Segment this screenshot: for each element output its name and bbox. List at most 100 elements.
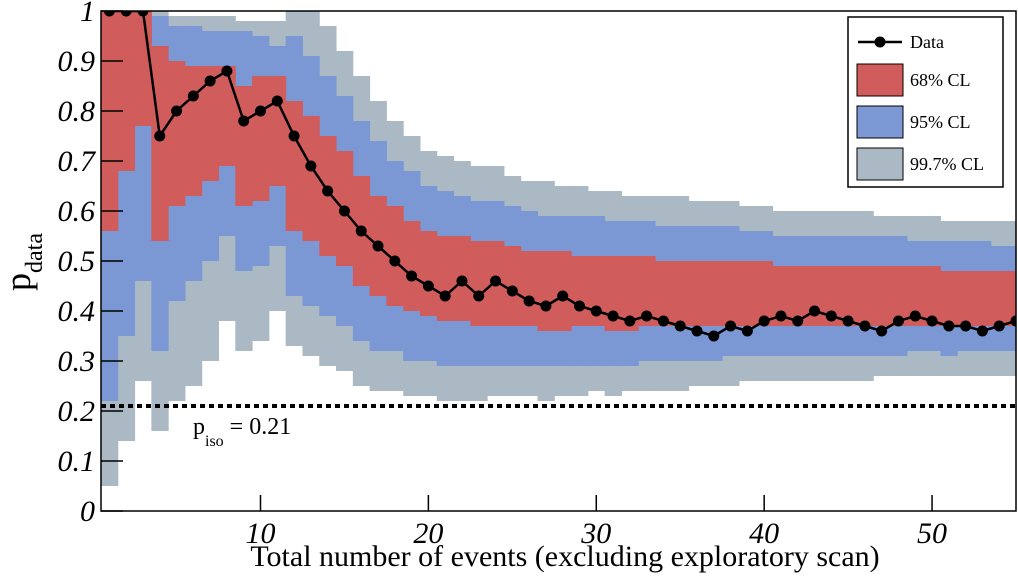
data-point	[859, 320, 871, 332]
data-point	[288, 130, 300, 142]
x-tick-label: 20	[413, 517, 443, 550]
data-point	[506, 285, 518, 297]
data-point	[171, 105, 183, 117]
legend-label: Data	[910, 32, 944, 52]
data-point	[976, 325, 988, 337]
y-tick-label: 1	[80, 0, 95, 28]
y-tick-label: 0.9	[58, 45, 96, 78]
band-bin	[403, 221, 421, 311]
data-point	[523, 295, 535, 307]
x-tick-label: 10	[245, 517, 275, 550]
x-axis-label: Total number of events (excluding explor…	[250, 540, 879, 573]
data-point	[372, 240, 384, 252]
data-point	[120, 11, 132, 17]
data-point	[674, 320, 686, 332]
data-point	[355, 225, 367, 237]
data-point	[137, 11, 149, 17]
band-bin	[822, 266, 841, 326]
band-bin	[738, 261, 757, 326]
legend-label: 99.7% CL	[910, 154, 984, 174]
data-point	[439, 290, 451, 302]
band-bin	[755, 261, 774, 326]
band-bin	[252, 76, 270, 201]
y-tick-label: 0.6	[58, 195, 96, 228]
legend-swatch	[856, 147, 904, 181]
band-bin	[940, 271, 958, 326]
band-bin	[117, 11, 136, 171]
band-bin	[722, 261, 740, 326]
band-bin	[571, 256, 589, 326]
band-bin	[604, 256, 622, 331]
reference-label: piso = 0.21	[193, 414, 291, 450]
band-bin	[873, 266, 891, 326]
band-bin	[671, 261, 690, 326]
y-tick-label: 0.5	[58, 245, 96, 278]
band-bin	[436, 236, 455, 321]
band-bin	[101, 11, 119, 231]
data-point	[204, 75, 216, 87]
band-bin	[806, 266, 824, 326]
band-bin	[151, 46, 169, 241]
data-point	[154, 130, 166, 142]
plot-area	[101, 11, 1016, 486]
data-point	[758, 315, 770, 327]
band-bin	[419, 231, 438, 316]
band-bin	[772, 266, 790, 326]
data-point	[557, 290, 569, 302]
band-bin	[168, 61, 186, 206]
data-point	[490, 275, 502, 287]
legend-swatch	[856, 63, 904, 97]
data-point	[842, 315, 854, 327]
axes: 0 0.1 0.2 0.3 0.4 0.5 0.6 0.7 0.8 0.9 1 10 20 30 40 50	[58, 0, 1017, 550]
data-point	[792, 315, 804, 327]
band-bin	[789, 266, 807, 326]
legend-swatch	[856, 105, 904, 139]
data-point	[322, 185, 334, 197]
reference-label-main: p	[193, 414, 205, 440]
legend-marker	[874, 36, 886, 48]
data-point	[456, 275, 468, 287]
data-point	[892, 315, 904, 327]
data-point	[641, 310, 653, 322]
y-tick-label: 0.3	[58, 345, 96, 378]
band-bin	[520, 251, 539, 326]
data-point	[389, 255, 401, 267]
data-point	[338, 205, 350, 217]
band-bin	[923, 266, 941, 326]
data-point	[825, 310, 837, 322]
y-axis-label-sub: data	[22, 233, 48, 273]
data-point	[540, 300, 552, 312]
data-point	[590, 305, 602, 317]
data-point	[271, 95, 283, 107]
data-point	[573, 300, 585, 312]
band-bin	[655, 261, 673, 326]
data-point	[422, 280, 434, 292]
x-tick-label: 50	[917, 517, 947, 550]
data-point	[1010, 315, 1016, 327]
band-bin	[974, 271, 992, 326]
legend-label: 68% CL	[910, 70, 971, 90]
data-point	[254, 105, 266, 117]
band-bin	[184, 66, 203, 196]
band-bin	[302, 116, 320, 241]
data-point	[876, 325, 888, 337]
data-point	[943, 320, 955, 332]
y-tick-label: 0	[80, 495, 95, 528]
band-bin	[990, 271, 1009, 326]
data-point	[657, 315, 669, 327]
band-bin	[839, 266, 858, 326]
band-bin	[621, 256, 639, 331]
data-point	[809, 305, 821, 317]
legend: Data 68% CL 95% CL 99.7% CL	[847, 16, 1004, 188]
data-point	[691, 325, 703, 337]
data-point	[993, 320, 1005, 332]
x-tick-label: 30	[580, 517, 611, 550]
data-point	[960, 320, 972, 332]
band-bin	[906, 266, 925, 326]
data-point	[926, 315, 938, 327]
y-tick-label: 0.4	[58, 295, 96, 328]
y-tick-label: 0.7	[58, 145, 98, 178]
data-point	[305, 160, 317, 172]
band-bin	[890, 266, 908, 326]
reference-label-rest: = 0.21	[230, 414, 292, 440]
